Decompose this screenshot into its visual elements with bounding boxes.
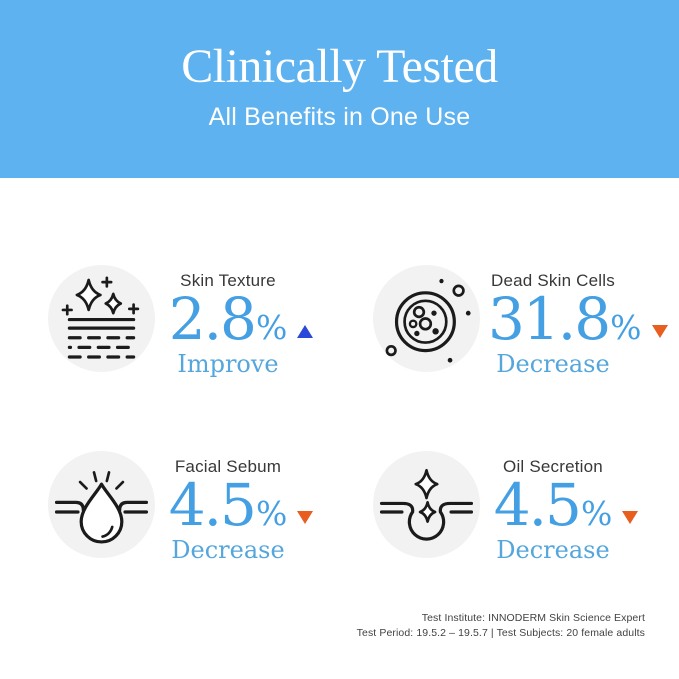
icon-circle: [373, 451, 480, 559]
test-footnote: Test Institute: INNODERM Skin Science Ex…: [357, 611, 645, 641]
metric-value-line: 4.5%: [488, 476, 639, 534]
metric-block-facial-sebum: Facial Sebum 4.5% Decrease: [48, 451, 373, 564]
metric-block-oil-secretion: Oil Secretion 4.5% Decrease: [373, 451, 679, 564]
icon-circle: [48, 265, 155, 372]
percent-sign: %: [610, 308, 642, 347]
oil-pore-sparkle-icon: [379, 469, 474, 541]
metric-value-line: 4.5%: [163, 476, 314, 534]
metric-label: Dead Skin Cells: [491, 271, 615, 290]
banner: Clinically Tested All Benefits in One Us…: [0, 0, 679, 178]
percent-sign: %: [580, 494, 613, 534]
metric-value: 4.5: [493, 471, 582, 540]
percent-sign: %: [255, 308, 288, 347]
skin-texture-sparkle-icon: [61, 276, 140, 359]
metric-text: Oil Secretion 4.5% Decrease: [488, 451, 639, 565]
metric-value-line: 2.8%: [163, 290, 314, 348]
metric-direction-label: Decrease: [496, 536, 610, 565]
page-subtitle: All Benefits in One Use: [208, 102, 471, 131]
metrics-grid: Skin Texture 2.8% Improve: [0, 265, 679, 564]
metric-direction-label: Decrease: [171, 536, 285, 565]
percent-sign: %: [255, 494, 288, 534]
metric-label: Skin Texture: [180, 271, 276, 290]
trend-up-icon: [297, 325, 314, 339]
footnote-line-period-subjects: Test Period: 19.5.2 – 19.5.7 | Test Subj…: [356, 627, 645, 639]
sebum-droplet-icon: [54, 471, 149, 544]
metric-value: 4.5: [168, 471, 257, 540]
metric-value: 31.8: [488, 285, 611, 353]
trend-down-icon: [651, 325, 668, 339]
metric-value: 2.8: [168, 285, 257, 353]
metric-label: Facial Sebum: [174, 457, 282, 477]
metric-text: Facial Sebum 4.5% Decrease: [163, 451, 314, 565]
page-title: Clinically Tested: [181, 40, 498, 93]
trend-down-icon: [297, 511, 314, 525]
dead-skin-cells-icon: [385, 278, 471, 363]
metric-text: Dead Skin Cells 31.8% Decrease: [488, 265, 668, 379]
icon-circle: [373, 265, 480, 372]
footnote-line-institute: Test Institute: INNODERM Skin Science Ex…: [421, 612, 645, 624]
metric-block-skin-texture: Skin Texture 2.8% Improve: [48, 265, 373, 378]
metric-direction-label: Decrease: [496, 350, 610, 379]
metric-value-line: 31.8%: [488, 290, 668, 348]
icon-circle: [48, 451, 155, 559]
metric-block-dead-skin-cells: Dead Skin Cells 31.8% Decrease: [373, 265, 679, 378]
metric-direction-label: Improve: [177, 350, 279, 379]
metric-text: Skin Texture 2.8% Improve: [163, 265, 314, 379]
infographic-page: Clinically Tested All Benefits in One Us…: [0, 0, 679, 639]
metric-label: Oil Secretion: [503, 457, 603, 477]
trend-down-icon: [622, 511, 639, 525]
